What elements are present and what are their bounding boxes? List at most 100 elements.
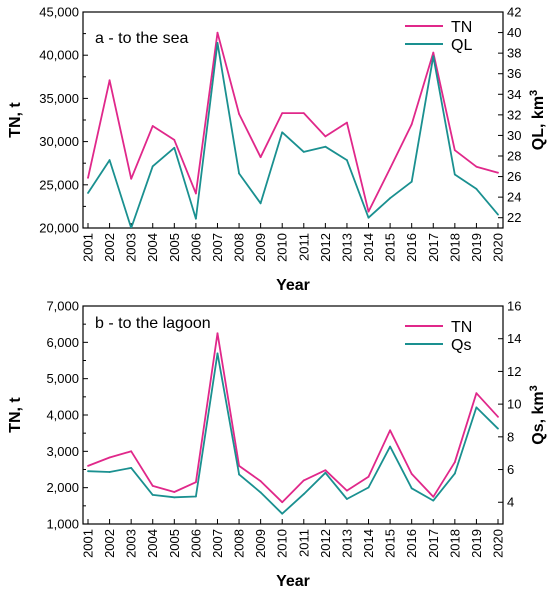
data-point-tn: [173, 138, 176, 141]
x-tick-label: 2002: [102, 233, 117, 262]
x-tick-label: 2010: [275, 233, 290, 262]
y-left-axis-label: TN, t: [7, 397, 24, 433]
y-right-tick-label: 10: [507, 397, 521, 412]
data-point-tn: [194, 192, 197, 195]
data-point-tn: [130, 450, 133, 453]
x-tick-label: 2004: [145, 529, 160, 558]
data-point-tn: [151, 484, 154, 487]
y-right-tick-label: 14: [507, 331, 521, 346]
x-tick-label: 2020: [491, 233, 506, 262]
y-right-tick-label: 16: [507, 299, 521, 314]
y-right-tick-label: 28: [507, 149, 521, 164]
data-point-qs: [324, 471, 327, 474]
data-point-ql: [108, 159, 111, 162]
x-tick-label: 2007: [210, 233, 225, 262]
x-tick-label: 2005: [167, 529, 182, 558]
data-point-qs: [238, 473, 240, 476]
y-left-tick-label: 25,000: [39, 177, 79, 192]
y-right-tick-label: 40: [507, 25, 521, 40]
data-point-ql: [173, 146, 176, 149]
data-point-qs: [389, 445, 392, 448]
x-tick-label: 2009: [253, 233, 268, 262]
data-point-tn: [324, 135, 327, 138]
data-point-tn: [108, 79, 111, 82]
y-left-tick-label: 6,000: [46, 335, 79, 350]
data-point-tn: [108, 456, 111, 459]
y-left-tick-label: 4,000: [46, 408, 79, 423]
x-tick-label: 2015: [383, 529, 398, 558]
x-tick-label: 2018: [447, 529, 462, 558]
data-point-tn: [475, 392, 478, 395]
legend-label-tn: TN: [451, 319, 472, 336]
x-tick-label: 2013: [339, 529, 354, 558]
x-tick-label: 2001: [81, 233, 96, 262]
data-point-ql: [194, 217, 197, 220]
data-point-qs: [453, 472, 456, 475]
y-left-tick-label: 40,000: [39, 48, 79, 63]
x-tick-label: 2005: [167, 233, 182, 262]
data-point-qs: [194, 495, 197, 498]
data-point-tn: [281, 501, 284, 504]
y-left-tick-label: 2,000: [46, 480, 79, 495]
data-point-qs: [216, 352, 219, 355]
x-tick-label: 2010: [275, 529, 290, 558]
y-left-axis-label: TN, t: [7, 102, 24, 138]
data-point-ql: [238, 172, 240, 175]
y-right-tick-label: 30: [507, 128, 521, 143]
series-lines: [87, 31, 499, 228]
data-point-qs: [346, 498, 348, 500]
series-line-tn: [87, 332, 499, 504]
y-right-axis-label-main: Qs, km: [530, 391, 547, 444]
x-tick-label: 2014: [361, 529, 376, 558]
data-point-tn: [130, 177, 133, 180]
x-tick-label: 2012: [318, 529, 333, 558]
x-tick-label: 2002: [102, 529, 117, 558]
y-left-tick-label: 5,000: [46, 371, 79, 386]
x-tick-label: 2012: [318, 233, 333, 262]
data-point-tn: [497, 171, 499, 174]
x-tick-label: 2004: [145, 233, 160, 262]
y-right-tick-label: 36: [507, 66, 521, 81]
data-point-qs: [497, 427, 499, 430]
x-tick-label: 2009: [253, 529, 268, 558]
data-point-tn: [432, 51, 435, 54]
legend-label-ql: QL: [451, 37, 472, 54]
data-point-ql: [432, 55, 435, 58]
y-right-tick-label: 38: [507, 46, 521, 61]
data-point-tn: [216, 332, 219, 335]
y-right-tick-label: 42: [507, 5, 521, 20]
data-point-ql: [87, 192, 89, 194]
data-point-qs: [151, 493, 154, 496]
x-tick-label: 2003: [124, 529, 139, 558]
data-point-ql: [475, 188, 478, 190]
y-right-tick-label: 32: [507, 107, 521, 122]
data-point-tn: [302, 112, 305, 114]
y-right-axis-label-superscript: 3: [528, 90, 540, 96]
data-point-ql: [389, 197, 392, 200]
y-left-tick-label: 3,000: [46, 444, 79, 459]
data-point-tn: [453, 149, 456, 152]
y-left-tick-label: 20,000: [39, 221, 79, 236]
data-point-ql: [281, 131, 284, 134]
series-line-tn: [87, 31, 499, 213]
data-point-qs: [432, 499, 435, 502]
data-point-tn: [87, 176, 89, 179]
y-right-tick-label: 24: [507, 190, 521, 205]
x-axis-label: Year: [276, 573, 310, 590]
x-tick-label: 2006: [188, 529, 203, 558]
data-point-tn: [259, 480, 262, 483]
x-tick-label: 2014: [361, 233, 376, 262]
data-point-tn: [497, 415, 499, 418]
data-point-qs: [410, 487, 413, 490]
data-point-tn: [238, 113, 240, 115]
data-point-ql: [346, 159, 348, 162]
x-tick-label: 2006: [188, 233, 203, 262]
data-point-qs: [108, 471, 111, 473]
data-point-tn: [389, 429, 392, 432]
panel-annotation: b - to the lagoon: [95, 315, 211, 332]
data-point-ql: [151, 165, 154, 168]
x-tick-label: 2015: [383, 233, 398, 262]
data-point-tn: [410, 472, 413, 475]
data-point-tn: [389, 167, 392, 170]
data-point-tn: [302, 479, 305, 482]
